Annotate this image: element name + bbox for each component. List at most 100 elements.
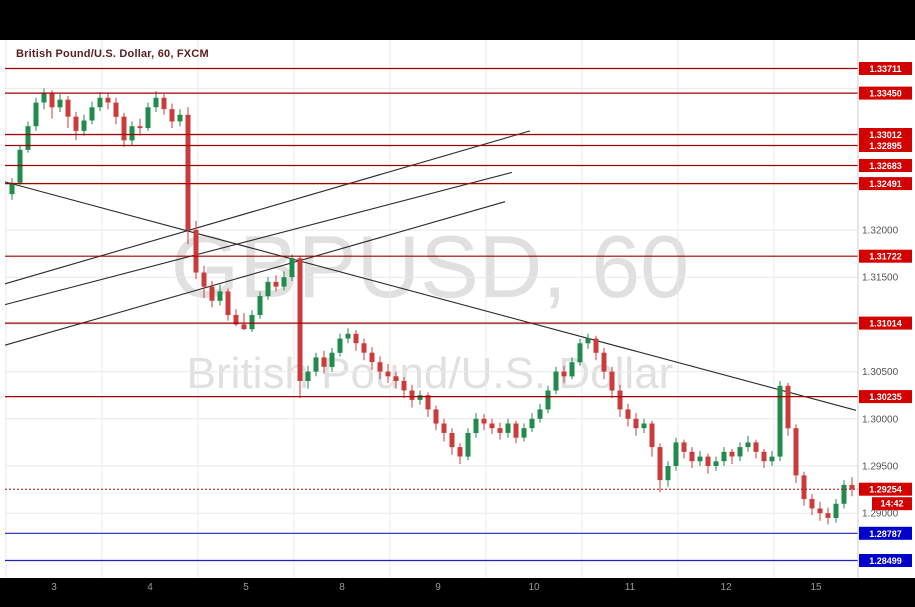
candle-body [265,281,271,297]
candle-body [833,503,839,518]
candle-body [713,461,719,466]
candle-body [729,451,735,457]
candle-body [489,423,495,429]
candle-body [849,484,855,490]
candle-body [297,258,303,381]
candle-body [233,315,239,325]
level-price-badge-label: 1.30235 [869,392,902,402]
candle-body [465,433,471,457]
candle-body [793,428,799,476]
candle-body [369,352,375,363]
level-price-badge-label: 1.32683 [869,161,902,171]
level-price-badge [859,177,912,191]
level-price-badge [859,139,912,152]
trendline-ascending [4,201,506,346]
candle-body [121,116,127,141]
trendline-ascending [4,130,531,285]
x-axis: 3 4 5 8 9 10 11 12 15 [0,578,915,607]
chart-layers: 1.32000 1.31500 1.30500 1.30000 1.29500 1.290… [4,40,912,578]
candle-body [569,362,575,377]
candle-body [537,409,543,419]
candle-body [337,338,343,353]
y-axis-tick-label: 1.30500 [862,367,899,378]
candle-body [113,102,119,117]
level-price-badge [859,86,912,100]
current-time-label: 14:42 [880,499,903,509]
y-axis-tick-label: 1.29500 [862,462,899,473]
bottom-letterbox-bar: 3 4 5 8 9 10 11 12 15 [0,578,915,607]
x-axis-day-label: 10 [528,582,540,593]
candle-body [505,423,511,433]
x-axis-day-label: 3 [51,582,57,593]
candle-body [377,362,383,372]
candle-body [737,447,743,457]
candle-body [25,126,31,150]
candle-body [129,126,135,141]
level-price-badge-label: 1.31014 [869,319,902,329]
x-axis-day-label: 12 [720,582,732,593]
candle-body [321,357,327,367]
candle-body [753,442,759,452]
candle-body [545,390,551,410]
candle-body [697,456,703,462]
candle-body [721,451,727,462]
candle-body [689,451,695,462]
candle-body [305,371,311,381]
y-axis-tick-label: 1.32000 [862,226,899,237]
candle-body [33,102,39,127]
candle-body [593,338,599,353]
candle-body [193,230,199,273]
candle-body [313,357,319,372]
candle-body [273,281,279,287]
candle-body [529,418,535,429]
level-price-badge [859,526,912,540]
candle-body [497,428,503,433]
candle-body [657,447,663,481]
y-axis-tick-label: 1.31500 [862,273,899,284]
candle-body [225,291,231,315]
y-axis-tick-label: 1.29000 [862,509,899,520]
candle-body [641,423,647,429]
candle-body [145,107,151,129]
candle-body [105,97,111,103]
candle-body [89,107,95,121]
candle-body [801,475,807,499]
candle-body [65,99,71,117]
current-price-badge [859,482,912,496]
candle-body [761,451,767,462]
level-price-badge-label: 1.33711 [869,64,901,74]
candle-body [457,447,463,457]
candle-body [817,508,823,514]
candle-body [153,97,159,108]
candle-body [681,442,687,452]
candle-body [209,286,215,301]
level-price-badge-label: 1.31722 [869,252,902,262]
candle-body [417,395,423,400]
level-price-badge-label: 1.33450 [869,89,902,99]
candle-body [481,418,487,424]
candle-body [41,93,47,103]
candle-body [345,333,351,339]
candle-body [577,343,583,363]
level-price-badge-label: 1.28787 [869,529,902,539]
candle-body [137,126,143,129]
level-price-badge-label: 1.32491 [869,179,902,189]
candle-body [49,93,55,108]
candle-body [601,352,607,372]
candle-body [777,385,783,457]
candle-body [177,114,183,122]
level-price-badge-label: 1.32895 [869,141,902,151]
candle-body [401,381,407,391]
candle-body [585,338,591,344]
candle-body [81,120,87,131]
x-axis-day-label: 4 [147,582,153,593]
candle-body [513,423,519,438]
candle-body [249,315,255,330]
candle-body [449,433,455,448]
candle-body [409,390,415,400]
candle-body [385,371,391,377]
trendline-ascending [4,171,513,306]
candle-body [361,343,367,353]
